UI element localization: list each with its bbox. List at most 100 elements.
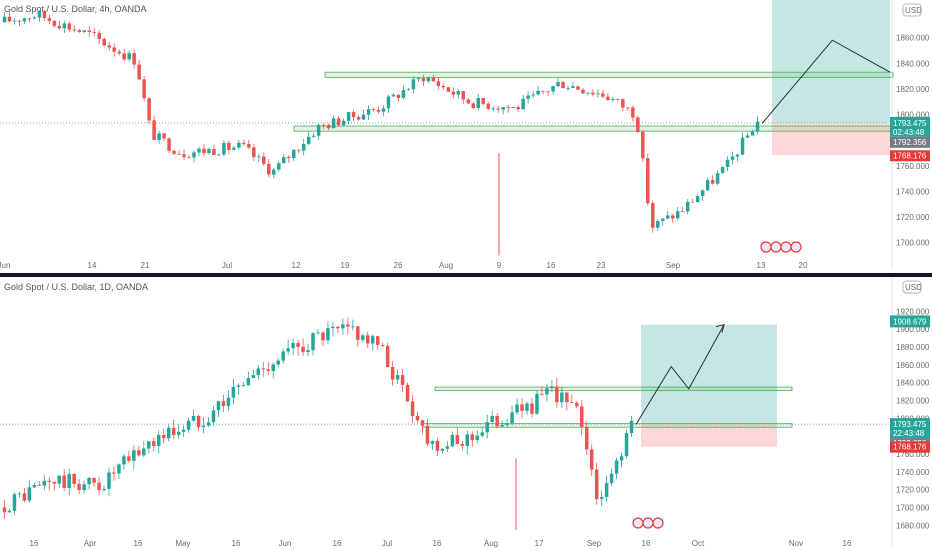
y-tick-label: 1740.000 [896, 187, 930, 196]
candle-body [127, 53, 131, 60]
candle-body [536, 90, 540, 95]
candle-body [475, 435, 479, 441]
economic-event-icon [642, 517, 654, 529]
candle-body [321, 332, 325, 341]
candle-body [591, 92, 595, 95]
candle-body [82, 30, 87, 33]
candle-body [386, 96, 391, 109]
candle-body [277, 163, 281, 170]
candle-body [32, 485, 37, 488]
candle-body [550, 386, 554, 389]
y-tick-label: 1760.000 [896, 162, 930, 171]
x-tick-label: Sep [666, 261, 681, 270]
x-tick-label: 14 [88, 261, 97, 270]
candle-body [551, 86, 555, 92]
candle-body [609, 473, 614, 484]
candle-body [755, 121, 760, 132]
candle-body [455, 434, 460, 444]
x-tick-label: 16 [333, 539, 342, 548]
time-axis[interactable]: Jun 14 21 Jul 12 19 26 Aug 9 16 23 Sep 13 20 [0, 261, 808, 270]
last-price-badge [890, 116, 930, 137]
target-price-badge [890, 315, 930, 328]
chart-panel-1d[interactable]: Gold Spot / U.S. Dollar, 1D, OANDA 1920.… [0, 277, 930, 548]
economic-event-icon [652, 517, 664, 529]
candle-body [405, 384, 410, 402]
zones-layer [0, 323, 888, 447]
candle-body [661, 218, 665, 222]
projection-path [635, 324, 725, 425]
candle-body [510, 412, 514, 423]
candle-body [685, 201, 690, 212]
last-price-badge [890, 418, 930, 439]
candle-body [301, 346, 305, 353]
candle-body [291, 149, 296, 159]
candle-body [22, 493, 27, 501]
candle-body [690, 201, 695, 203]
candle-body [740, 137, 745, 155]
candle-body [341, 324, 345, 329]
candle-body [32, 17, 37, 19]
x-tick-label: 16 [232, 539, 241, 548]
candle-body [570, 402, 574, 403]
candle-body [616, 98, 620, 100]
chart-panel-4h[interactable]: Gold Spot / U.S. Dollar, 4h, OANDA 1860.… [0, 0, 930, 270]
candle-body [710, 180, 715, 184]
zone-line-badge [890, 136, 930, 148]
candle-body [331, 326, 335, 329]
candle-body [207, 149, 211, 154]
candle-body [440, 448, 445, 451]
candle-body [641, 131, 645, 159]
candle-body [626, 107, 630, 109]
x-tick-label: 16 [30, 539, 39, 548]
candle-body [656, 221, 660, 228]
candle-body [77, 483, 81, 491]
candle-body [505, 422, 509, 425]
zones-layer [0, 0, 894, 156]
candle-body [361, 114, 366, 120]
stop-price-label: 1768.176 [893, 151, 927, 160]
candle-body [122, 53, 126, 60]
candle-body [566, 87, 570, 89]
target-price-label: 1908.679 [893, 317, 927, 326]
stop-zone [772, 122, 890, 156]
candle-body [735, 154, 740, 157]
x-tick-label: 21 [141, 261, 150, 270]
y-tick-label: 1740.000 [896, 468, 930, 477]
candle-body [371, 109, 376, 110]
candle-body [381, 108, 386, 112]
candle-body [12, 20, 17, 22]
candle-body [112, 47, 116, 52]
candle-body [236, 385, 241, 387]
candle-body [192, 152, 196, 158]
candle-body [196, 415, 201, 428]
candle-body [2, 507, 7, 513]
candle-body [415, 416, 420, 421]
candle-body [571, 86, 575, 88]
candle-body [212, 149, 216, 155]
candle-body [2, 16, 7, 23]
x-tick-label: 19 [341, 261, 350, 270]
candle-body [57, 25, 62, 29]
candle-body [406, 89, 411, 91]
candle-body [152, 120, 156, 141]
candle-body [266, 369, 270, 371]
candle-body [282, 157, 286, 164]
candle-body [12, 494, 17, 511]
panel-divider[interactable] [0, 273, 932, 277]
stop-price-badge [890, 441, 930, 453]
candle-body [97, 32, 101, 39]
x-tick-label: Jul [222, 261, 232, 270]
time-axis[interactable]: 16 Apr 16 May 16 Jun 16 Jul 16 Aug 17 Sep 16 Oct Nov 16 [30, 539, 852, 548]
candle-body [629, 420, 634, 434]
candle-body [197, 148, 201, 153]
candle-body [276, 360, 280, 365]
candle-body [167, 138, 171, 151]
candle-body [346, 324, 350, 327]
projection-arrowhead [715, 323, 725, 333]
candle-body [480, 432, 484, 436]
candle-body [601, 93, 605, 97]
candle-body [506, 107, 510, 108]
price-axis[interactable]: 1860.0001840.0001820.0001800.0001780.000… [891, 0, 930, 268]
